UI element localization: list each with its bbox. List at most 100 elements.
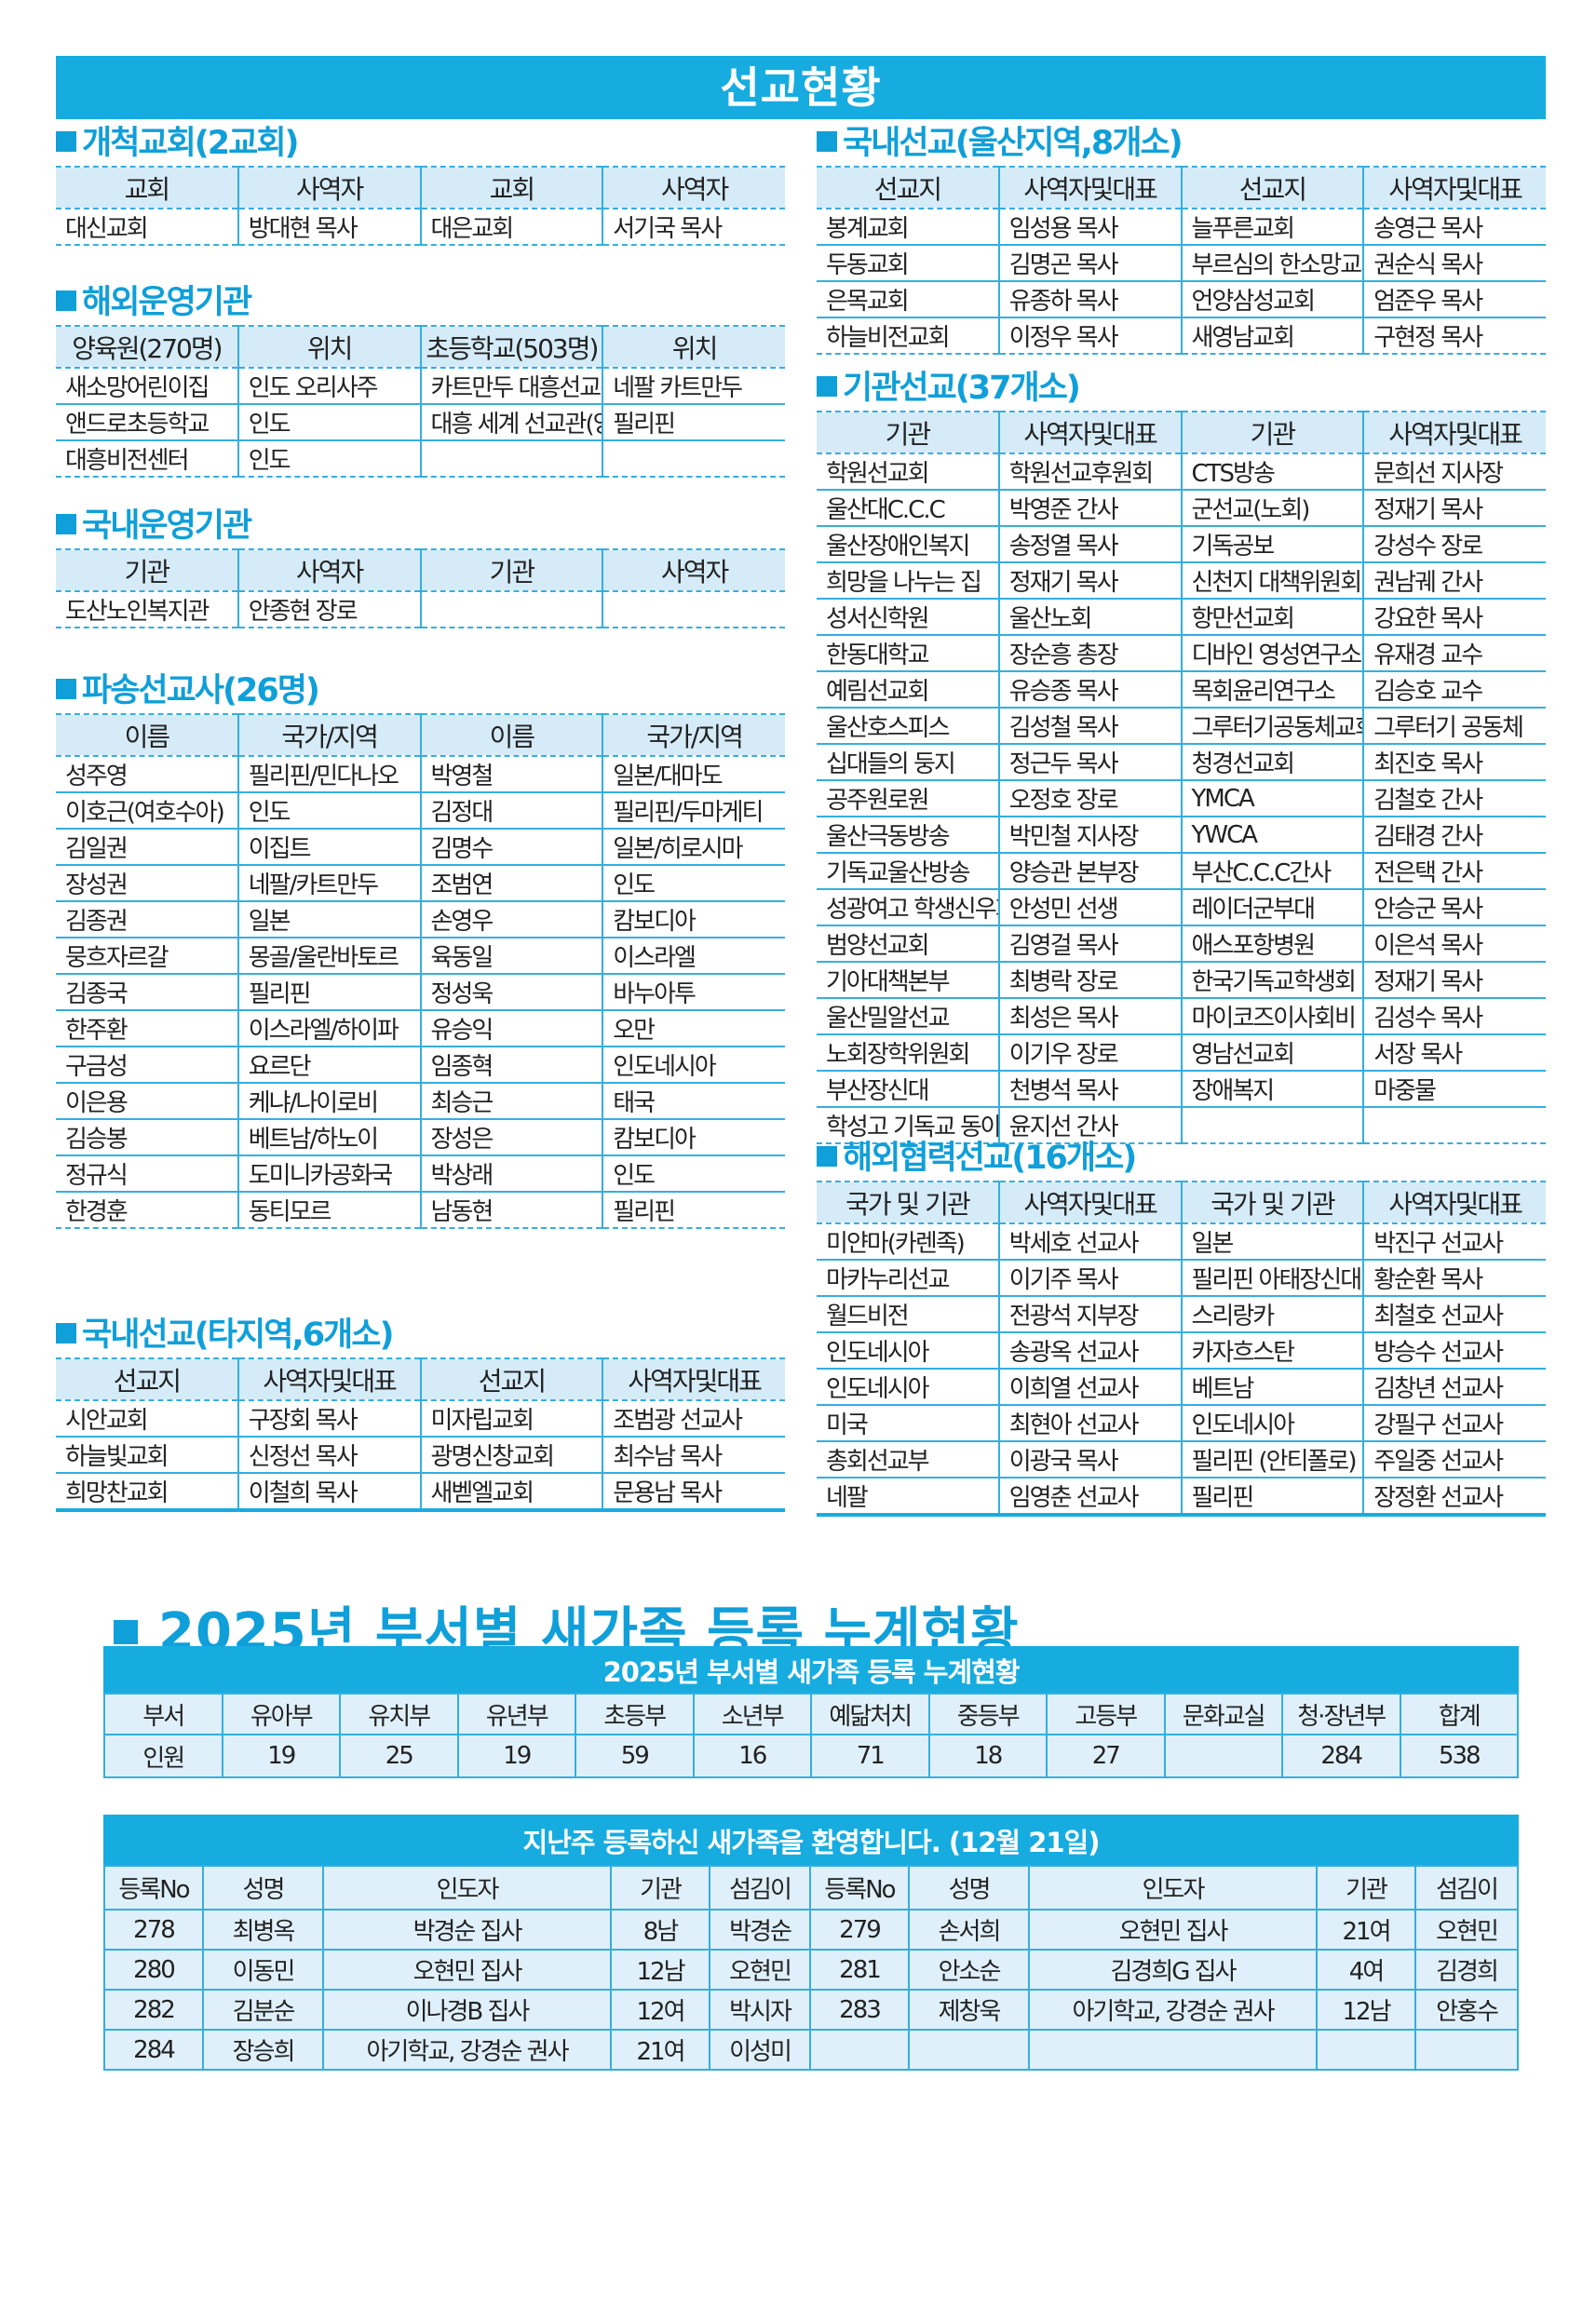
table-cell: 마이코즈이사회비 <box>1180 998 1364 1035</box>
section-table: 기관 사역자 기관 사역자 도산노인복지관 안종현 장로 <box>56 548 785 628</box>
table-cell: 바누아투 <box>602 974 785 1011</box>
table-cell: 안승군 목사 <box>1362 889 1546 926</box>
table-cell: 울산대C.C.C <box>817 490 999 527</box>
table-cell: 하늘빛교회 <box>56 1437 238 1474</box>
column-header: 양육원(270명) <box>56 325 238 369</box>
table-cell: 기독공보 <box>1180 526 1364 563</box>
table-cell: 월드비전 <box>817 1296 999 1333</box>
table-row: 노회장학위원회 이기우 장로 영남선교회 서장 목사 <box>817 1034 1546 1072</box>
table-header-row: 선교지 사역자및대표 선교지 사역자및대표 <box>817 166 1546 209</box>
table-cell: 영남선교회 <box>1180 1034 1364 1072</box>
table-row: 정규식 도미니카공화국 박상래 인도 <box>56 1155 785 1193</box>
table-header-row: 기관 사역자 기관 사역자 <box>56 548 785 592</box>
table-row: 울산극동방송 박민철 지사장 YWCA 김태경 간사 <box>817 817 1546 854</box>
table-cell: 281 <box>809 1949 910 1991</box>
section-title: 국내운영기관 <box>56 504 785 548</box>
table-cell: 김종국 <box>56 974 238 1011</box>
column-header: 섬김이 <box>1413 1865 1520 1911</box>
table-row: 울산대C.C.C 박영준 간사 군선교(노회) 정재기 목사 <box>817 490 1546 527</box>
table-cell: 오현민 집사 <box>1028 1909 1318 1951</box>
table-cell: 새벧엘교회 <box>419 1473 603 1512</box>
department-count: 인원 <box>103 1734 223 1778</box>
table-cell: 오현민 <box>709 1949 811 1991</box>
table-cell: 기아대책본부 <box>817 962 999 999</box>
column-header: 사역자 <box>602 166 785 209</box>
table-cell: 안종현 장로 <box>237 591 421 628</box>
table-cell: 김태경 간사 <box>1362 817 1546 854</box>
table-cell: 안소순 <box>908 1949 1030 1991</box>
table-cell: 김정대 <box>419 792 603 830</box>
department-header: 부서 <box>103 1693 223 1735</box>
table-cell: 미얀마(카렌족) <box>817 1223 999 1261</box>
table-cell: 김종권 <box>56 901 238 938</box>
new-family-row: 278 최병옥 박경순 집사 8남 박경순 279 손서희 오현민 집사 21여 오현민 <box>103 1909 1520 1951</box>
table-cell: 김명곤 목사 <box>997 245 1182 282</box>
table-cell: 최병락 장로 <box>997 962 1182 999</box>
column-header: 선교지 <box>56 1357 238 1401</box>
table-cell: 김일권 <box>56 829 238 866</box>
table-cell <box>1413 2029 1520 2071</box>
table-cell: 21여 <box>1316 1909 1416 1951</box>
column-header: 초등학교(503명) <box>419 325 603 369</box>
table-cell: 인도네시아 <box>1180 1405 1364 1442</box>
table-cell: 은목교회 <box>817 281 999 318</box>
table-cell: 학원선교회 <box>817 453 999 491</box>
table-cell: 오만 <box>602 1010 785 1047</box>
table-cell: 총회선교부 <box>817 1441 999 1479</box>
table-row: 기아대책본부 최병락 장로 한국기독교학생회 정재기 목사 <box>817 962 1546 999</box>
table-cell: 이정우 목사 <box>997 317 1182 355</box>
table-cell: 구장회 목사 <box>237 1400 421 1438</box>
table-cell: 282 <box>103 1989 204 2031</box>
column-header: 국가/지역 <box>602 713 785 757</box>
table-cell: 필리핀 <box>602 1192 785 1229</box>
registration-caption: 2025년 부서별 새가족 등록 누계현황 <box>104 1647 1519 1694</box>
table-cell: 송영근 목사 <box>1362 209 1546 246</box>
department-count: 25 <box>339 1734 459 1778</box>
section-title: 국내선교(타지역,6개소) <box>56 1313 785 1357</box>
new-family-row: 282 김분순 이나경B 집사 12여 박시자 283 제창욱 아기학교, 강경순 권사 12남… <box>103 1989 1520 2031</box>
table-row: 하늘비전교회 이정우 목사 새영남교회 구현정 목사 <box>817 317 1546 355</box>
table-cell: 울산밀알선교 <box>817 998 999 1035</box>
column-header: 교회 <box>56 166 238 209</box>
table-cell: 성주영 <box>56 756 238 793</box>
column-header: 사역자 <box>237 166 421 209</box>
table-cell: 광명신창교회 <box>419 1437 603 1474</box>
department-header: 유아부 <box>221 1693 341 1735</box>
table-cell: 정성욱 <box>419 974 603 1011</box>
table-cell: 인도네시아 <box>817 1369 999 1406</box>
table-cell: 필리핀/민다나오 <box>237 756 421 793</box>
section-table: 국가 및 기관 사역자및대표 국가 및 기관 사역자및대표 미얀마(카렌족) 박세호 선교… <box>817 1181 1546 1517</box>
table-cell: 인도네시아 <box>817 1332 999 1370</box>
section-domestic-ulsan: 국내선교(울산지역,8개소) 선교지 사역자및대표 선교지 사역자및대표 봉계교회 임성용 … <box>817 121 1546 355</box>
table-cell: 이철희 목사 <box>237 1473 421 1512</box>
section-overseas-coop: 해외협력선교(16개소) 국가 및 기관 사역자및대표 국가 및 기관 사역자및대표 미얀… <box>817 1136 1546 1517</box>
section-table: 양육원(270명) 위치 초등학교(503명) 위치 새소망어린이집 인도 오리사주 카트만… <box>56 325 785 478</box>
table-cell: 부산C.C.C간사 <box>1180 853 1364 890</box>
table-cell: 서기국 목사 <box>602 209 785 246</box>
table-cell: 아기학교, 강경순 권사 <box>1028 1989 1318 2031</box>
table-cell: 공주원로원 <box>817 780 999 817</box>
page-banner-title: 선교현황 <box>56 56 1546 119</box>
table-cell: 카트만두 대흥선교센터 <box>419 368 603 405</box>
table-cell: 21여 <box>610 2029 710 2071</box>
column-header: 기관 <box>419 548 603 592</box>
table-cell: 울산호스피스 <box>817 708 999 745</box>
column-header: 기관 <box>817 411 999 454</box>
table-cell: 김철호 간사 <box>1362 780 1546 817</box>
table-header-row: 양육원(270명) 위치 초등학교(503명) 위치 <box>56 325 785 369</box>
table-cell: 이은용 <box>56 1083 238 1120</box>
column-header: 인도자 <box>1028 1865 1318 1911</box>
table-cell: 늘푸른교회 <box>1180 209 1364 246</box>
table-row: 십대들의 둥지 정근두 목사 청경선교회 최진호 목사 <box>817 744 1546 781</box>
table-cell: 항만선교회 <box>1180 599 1364 636</box>
department-header: 소년부 <box>692 1693 812 1735</box>
table-cell: 필리핀 아태장신대 <box>1180 1260 1364 1297</box>
table-cell: 284 <box>103 2029 204 2071</box>
table-cell: 정근두 목사 <box>997 744 1182 781</box>
table-header-row: 선교지 사역자및대표 선교지 사역자및대표 <box>56 1357 785 1401</box>
table-cell: 문희선 지사장 <box>1362 453 1546 491</box>
table-cell: 청경선교회 <box>1180 744 1364 781</box>
table-cell: 유재경 교수 <box>1362 635 1546 672</box>
table-cell: 새영남교회 <box>1180 317 1364 355</box>
